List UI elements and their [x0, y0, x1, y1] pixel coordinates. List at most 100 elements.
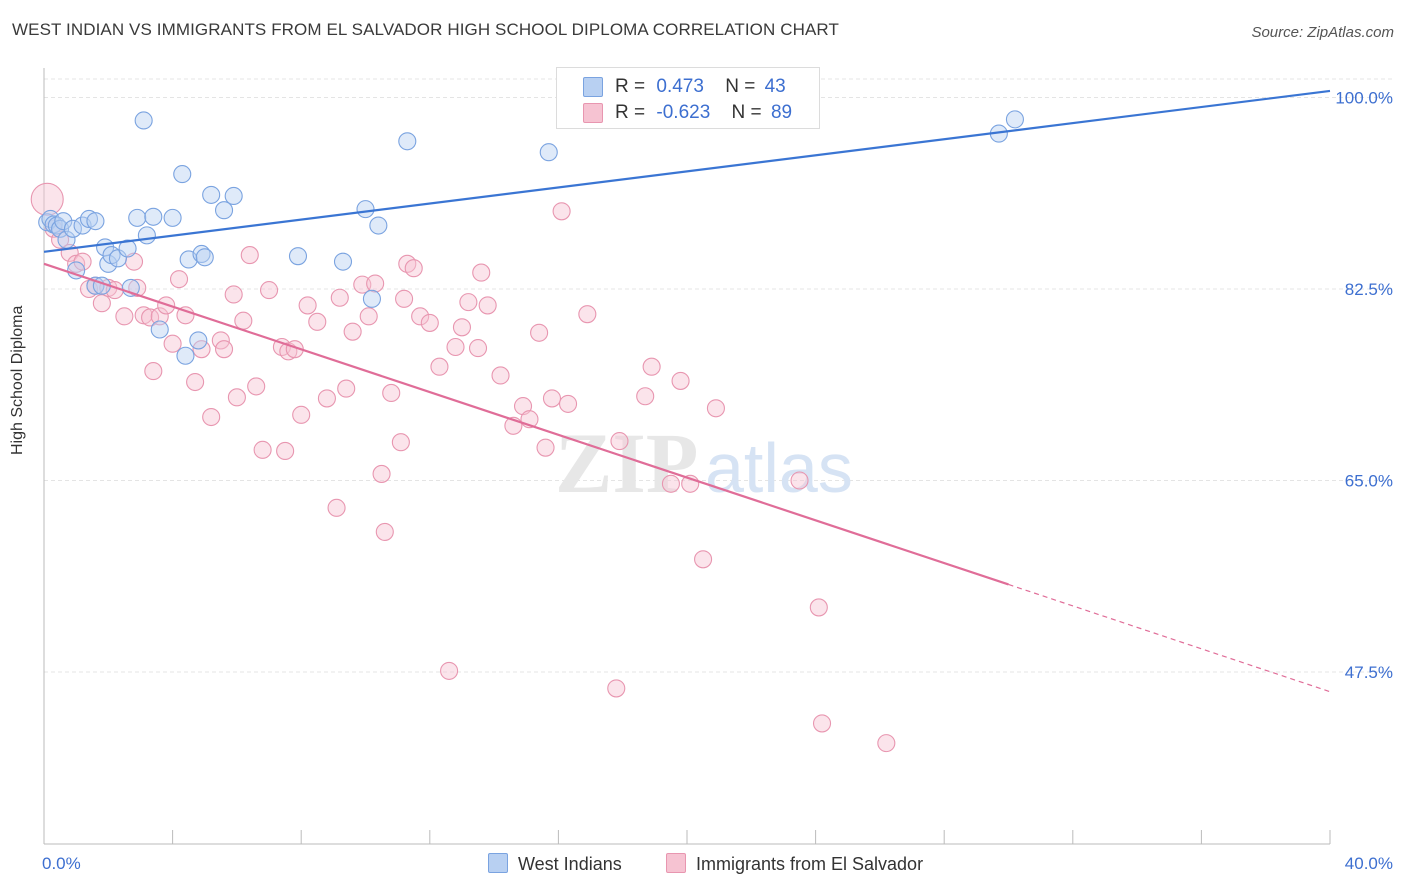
data-point — [317, 389, 336, 408]
source-label: Source: ZipAtlas.com — [1251, 24, 1394, 41]
data-point — [163, 334, 182, 353]
data-point — [530, 323, 549, 342]
y-tick-label: 65.0% — [1345, 472, 1393, 491]
data-point — [430, 357, 449, 376]
data-point — [706, 399, 725, 418]
data-point — [404, 259, 423, 278]
data-point — [227, 388, 246, 407]
data-point — [411, 307, 430, 326]
data-point — [395, 289, 414, 308]
data-point — [552, 202, 571, 221]
data-point — [536, 438, 555, 457]
data-point — [224, 285, 243, 304]
data-point — [240, 246, 259, 265]
data-point — [86, 212, 105, 231]
data-point — [472, 263, 491, 282]
data-point — [661, 474, 680, 493]
data-point — [391, 433, 410, 452]
data-point — [375, 522, 394, 541]
data-point — [276, 441, 295, 461]
data-point — [343, 322, 362, 341]
r-value: 0.473 — [656, 76, 704, 97]
chart-title: WEST INDIAN VS IMMIGRANTS FROM EL SALVAD… — [12, 20, 839, 39]
legend-label: West Indians — [518, 854, 622, 874]
data-point — [202, 185, 221, 204]
trend-line-el-salvador-extension — [1008, 583, 1331, 693]
data-point — [189, 331, 208, 350]
legend-item-west-indians[interactable]: West Indians — [488, 853, 622, 875]
data-point — [63, 219, 82, 238]
data-point — [54, 212, 73, 231]
data-point — [359, 307, 378, 326]
data-point — [137, 226, 156, 245]
data-point — [176, 346, 195, 365]
data-point — [150, 320, 169, 339]
x-tick-label: 40.0% — [1345, 854, 1393, 873]
data-point — [247, 377, 266, 396]
watermark-zip: ZIP — [555, 415, 698, 511]
data-point — [607, 679, 626, 698]
data-point — [195, 248, 214, 267]
data-point — [356, 200, 375, 219]
data-point — [308, 312, 327, 331]
data-point — [330, 288, 349, 307]
data-point — [610, 432, 629, 451]
n-label: N = — [731, 102, 762, 123]
data-point — [163, 208, 182, 227]
legend-item-el-salvador[interactable]: Immigrants from El Salvador — [666, 853, 923, 875]
data-point — [128, 208, 147, 227]
data-point — [542, 389, 562, 408]
data-point — [877, 734, 896, 753]
data-point — [134, 111, 153, 130]
data-point — [253, 440, 272, 459]
data-point — [333, 252, 353, 271]
y-tick-label: 100.0% — [1335, 89, 1393, 108]
data-point — [141, 308, 160, 327]
data-point — [459, 293, 478, 312]
data-point — [642, 357, 661, 376]
data-point — [578, 305, 597, 324]
data-point — [452, 318, 472, 337]
data-point — [118, 239, 137, 258]
data-point — [362, 289, 381, 308]
data-point — [169, 270, 189, 289]
data-point — [558, 394, 578, 413]
pink-swatch — [583, 103, 603, 123]
data-point — [298, 296, 317, 315]
n-value: 89 — [770, 102, 793, 123]
data-point — [67, 261, 86, 280]
correlation-legend: R = 0.473 N = 43 R = -0.623 N = 89 — [556, 67, 820, 129]
r-label: R = — [615, 102, 646, 123]
tick-labels: 100.0% 82.5% 65.0% 47.5% 0.0% 40.0% — [42, 89, 1393, 874]
data-point — [337, 379, 356, 398]
data-point — [369, 216, 388, 235]
data-point — [150, 307, 169, 326]
series-west-indians-points — [38, 110, 1024, 365]
data-point — [636, 387, 655, 406]
data-point — [51, 230, 70, 249]
data-point — [812, 714, 832, 733]
data-point — [176, 306, 195, 325]
data-point — [214, 340, 234, 359]
data-point — [491, 366, 510, 385]
watermark-atlas: atlas — [705, 429, 853, 507]
blue-swatch — [488, 853, 508, 873]
data-point — [809, 598, 828, 617]
n-label: N = — [725, 76, 756, 97]
trend-line-west-indians — [43, 89, 1331, 253]
data-point — [173, 165, 192, 184]
data-point — [192, 244, 211, 264]
data-point — [234, 311, 253, 330]
data-point — [115, 307, 134, 326]
data-point — [224, 186, 243, 206]
data-point — [446, 337, 465, 357]
data-point — [44, 219, 63, 238]
data-point — [144, 362, 163, 381]
data-point — [694, 550, 713, 569]
data-point — [398, 132, 417, 151]
data-point — [513, 397, 533, 416]
blue-swatch — [583, 77, 603, 97]
data-point — [468, 339, 488, 358]
trend-lines — [43, 89, 1331, 693]
